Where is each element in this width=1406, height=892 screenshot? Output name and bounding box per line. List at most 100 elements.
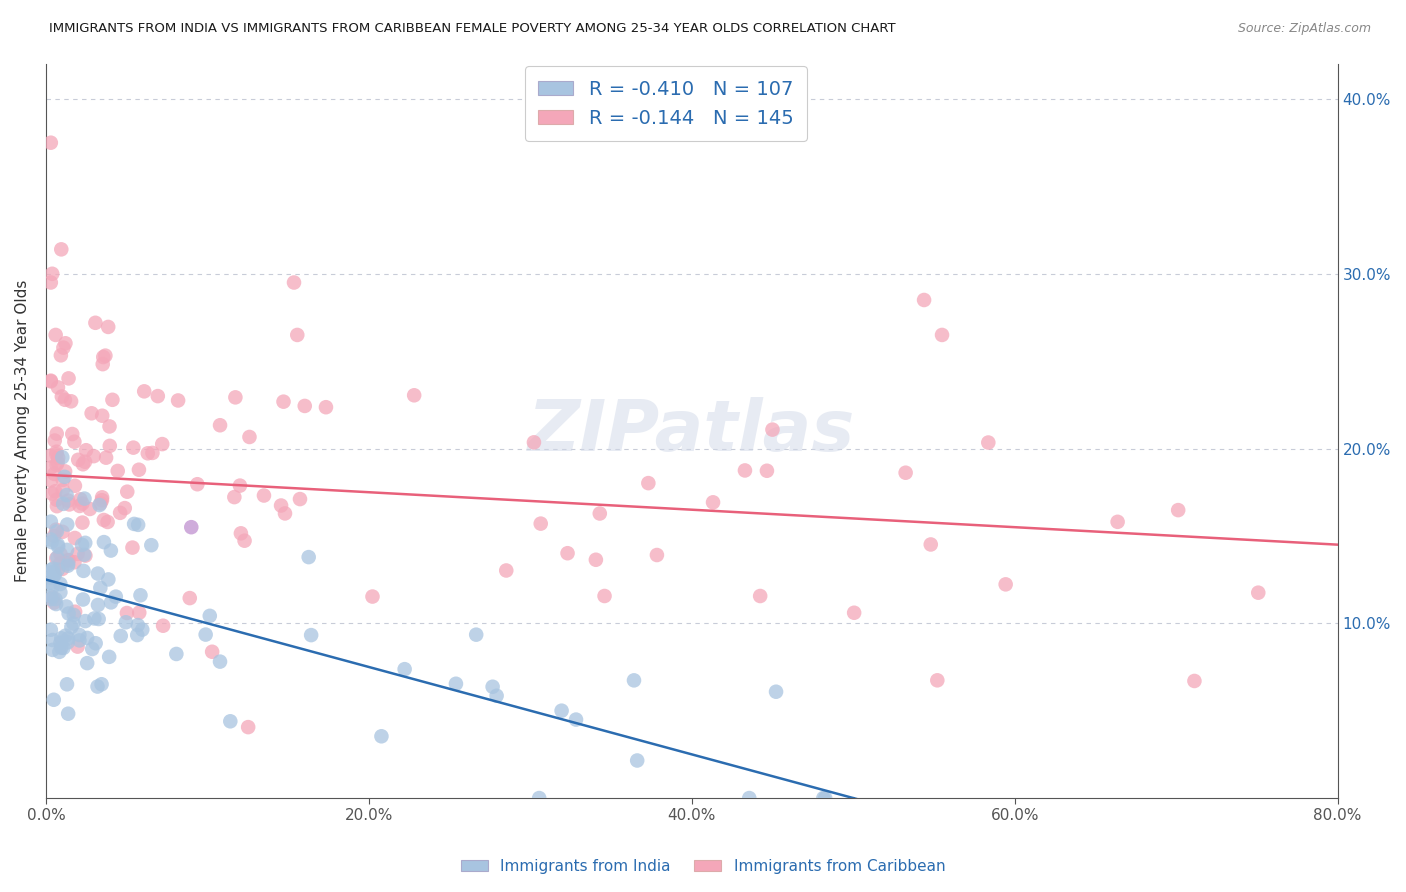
- Point: [45, 447, 67, 461]
- Point: [56, 558, 79, 573]
- Point: [73, 548, 96, 562]
- Point: [76, 656, 98, 670]
- Point: [46, 550, 69, 565]
- Point: [39, 515, 62, 529]
- Point: [42, 569, 65, 583]
- Point: [46, 538, 69, 552]
- Point: [41, 267, 63, 281]
- Point: [60, 427, 83, 442]
- Point: [128, 463, 150, 477]
- Point: [814, 791, 837, 805]
- Point: [56, 542, 79, 557]
- Point: [298, 550, 321, 565]
- Point: [58, 553, 80, 567]
- Point: [91, 409, 114, 423]
- Point: [58, 371, 80, 385]
- Point: [55, 599, 77, 614]
- Point: [39, 623, 62, 637]
- Point: [224, 390, 246, 404]
- Point: [89, 496, 111, 510]
- Point: [100, 543, 122, 558]
- Point: [89, 498, 111, 512]
- Point: [42, 580, 65, 594]
- Point: [626, 754, 648, 768]
- Point: [39, 563, 62, 577]
- Point: [91, 493, 114, 508]
- Point: [39, 474, 62, 488]
- Point: [121, 541, 143, 555]
- Y-axis label: Female Poverty Among 25-34 Year Olds: Female Poverty Among 25-34 Year Olds: [15, 280, 30, 582]
- Point: [52, 640, 75, 655]
- Point: [69, 492, 91, 507]
- Point: [229, 526, 252, 541]
- Point: [977, 435, 1000, 450]
- Point: [122, 516, 145, 531]
- Point: [894, 466, 917, 480]
- Point: [141, 538, 163, 552]
- Text: IMMIGRANTS FROM INDIA VS IMMIGRANTS FROM CARIBBEAN FEMALE POVERTY AMONG 25-34 YE: IMMIGRANTS FROM INDIA VS IMMIGRANTS FROM…: [49, 22, 896, 36]
- Point: [129, 588, 152, 602]
- Point: [75, 443, 97, 458]
- Point: [749, 589, 772, 603]
- Point: [527, 791, 550, 805]
- Legend: Immigrants from India, Immigrants from Caribbean: Immigrants from India, Immigrants from C…: [454, 853, 952, 880]
- Point: [51, 390, 73, 404]
- Point: [253, 489, 276, 503]
- Point: [56, 677, 79, 691]
- Point: [274, 507, 297, 521]
- Point: [114, 501, 136, 516]
- Point: [62, 607, 84, 622]
- Point: [97, 515, 120, 529]
- Point: [58, 553, 80, 567]
- Point: [52, 341, 75, 355]
- Point: [55, 336, 77, 351]
- Point: [127, 628, 149, 642]
- Point: [146, 389, 169, 403]
- Point: [39, 571, 62, 585]
- Point: [45, 426, 67, 441]
- Point: [110, 629, 132, 643]
- Point: [67, 628, 90, 642]
- Point: [637, 476, 659, 491]
- Point: [46, 563, 69, 577]
- Point: [45, 444, 67, 458]
- Point: [920, 537, 942, 551]
- Point: [63, 479, 86, 493]
- Point: [46, 540, 69, 554]
- Point: [97, 573, 120, 587]
- Point: [404, 388, 426, 402]
- Point: [87, 612, 110, 626]
- Point: [46, 450, 69, 465]
- Point: [45, 458, 67, 472]
- Point: [394, 662, 416, 676]
- Point: [58, 607, 80, 621]
- Point: [66, 547, 89, 561]
- Point: [45, 597, 67, 611]
- Point: [41, 565, 63, 579]
- Point: [115, 615, 138, 630]
- Point: [44, 467, 66, 481]
- Point: [45, 523, 67, 537]
- Point: [39, 136, 62, 150]
- Point: [51, 562, 73, 576]
- Point: [238, 430, 260, 444]
- Point: [1107, 515, 1129, 529]
- Point: [152, 618, 174, 632]
- Point: [738, 791, 761, 805]
- Point: [755, 464, 778, 478]
- Point: [49, 556, 72, 570]
- Point: [45, 492, 67, 507]
- Point: [117, 484, 139, 499]
- Point: [994, 577, 1017, 591]
- Point: [299, 628, 322, 642]
- Point: [283, 276, 305, 290]
- Point: [58, 498, 80, 512]
- Point: [165, 647, 187, 661]
- Point: [42, 596, 65, 610]
- Point: [495, 564, 517, 578]
- Point: [58, 493, 80, 508]
- Point: [80, 406, 103, 420]
- Point: [53, 470, 76, 484]
- Point: [63, 555, 86, 569]
- Point: [39, 575, 62, 590]
